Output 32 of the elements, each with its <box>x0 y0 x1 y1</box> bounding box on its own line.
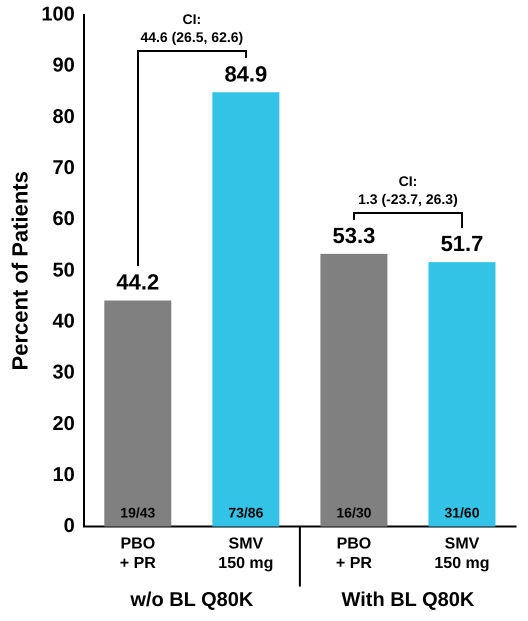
bar <box>212 92 280 527</box>
annotation: 19/43 <box>120 504 156 520</box>
y-axis-title: Percent of Patients <box>7 171 32 370</box>
data-label: 51.7 <box>440 231 484 256</box>
y-tick-label: 30 <box>52 362 75 384</box>
annotation: 73/86 <box>228 504 264 520</box>
data-label: 53.3 <box>332 222 376 248</box>
y-tick-label: 40 <box>52 310 75 332</box>
bar <box>104 300 172 527</box>
y-tick-label: 20 <box>52 412 75 435</box>
y-tick-label: 10 <box>52 464 75 486</box>
text: w/o BL Q80K <box>129 589 254 612</box>
text: With BL Q80K <box>342 589 475 612</box>
y-tick-label: 0 <box>64 515 75 538</box>
y-tick-label: 100 <box>41 4 75 26</box>
data-label: 84.9 <box>224 61 268 86</box>
data-label: 44.2 <box>116 270 160 295</box>
annotation: 31/60 <box>444 504 480 520</box>
x-tick-label: PBO + PR <box>336 536 372 572</box>
y-tick-label: 80 <box>52 106 75 128</box>
y-tick-label: 60 <box>52 208 75 230</box>
x-tick-label: SMV 150 mg <box>434 536 490 572</box>
y-tick-label: 90 <box>52 54 75 77</box>
x-tick-label: SMV 150 mg <box>218 536 274 572</box>
annotation: CI: 1.3 (-23.7, 26.3) <box>358 172 458 207</box>
annotation: CI: 44.6 (26.5, 62.6) <box>140 11 244 46</box>
bar <box>320 254 388 527</box>
bar <box>428 262 496 527</box>
y-tick-label: 50 <box>52 259 75 282</box>
annotation: 16/30 <box>336 504 372 520</box>
x-tick-label: PBO + PR <box>120 536 156 572</box>
y-tick-label: 70 <box>52 156 75 179</box>
